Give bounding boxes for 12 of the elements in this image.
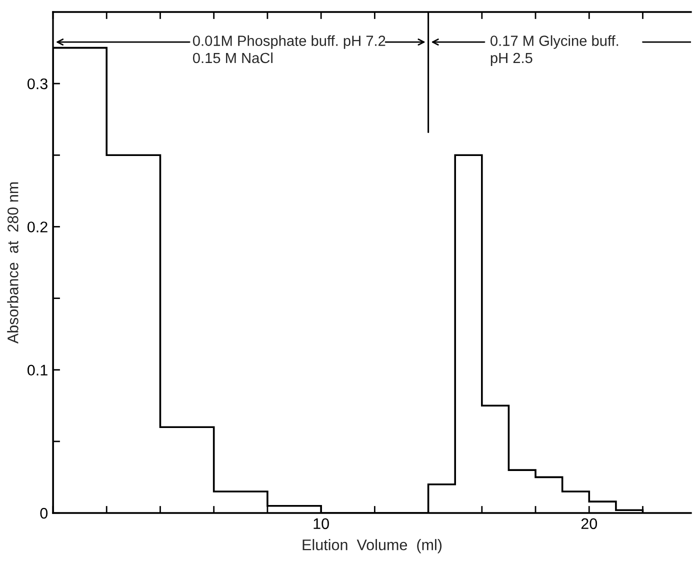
y-tick-label: 0 <box>40 508 48 519</box>
annotation: 0.15 M NaCl <box>192 52 272 64</box>
x-axis-title: Elution Volume (ml) <box>302 539 442 554</box>
y-axis-title: Absorbance at 280 nm <box>7 182 18 344</box>
y-tick-label: 0.3 <box>28 78 48 90</box>
y-tick-label: 0.1 <box>28 364 48 376</box>
annotation: 0.01M Phosphate buff. pH 7.2 <box>192 35 386 49</box>
annotation: 0.17 M Glycine buff. <box>490 35 618 49</box>
y-tick-label: 0.2 <box>28 222 48 232</box>
annotation: pH 2.5 <box>490 52 532 66</box>
x-tick-label: 10 <box>314 518 329 530</box>
x-tick-label: 20 <box>581 518 598 530</box>
